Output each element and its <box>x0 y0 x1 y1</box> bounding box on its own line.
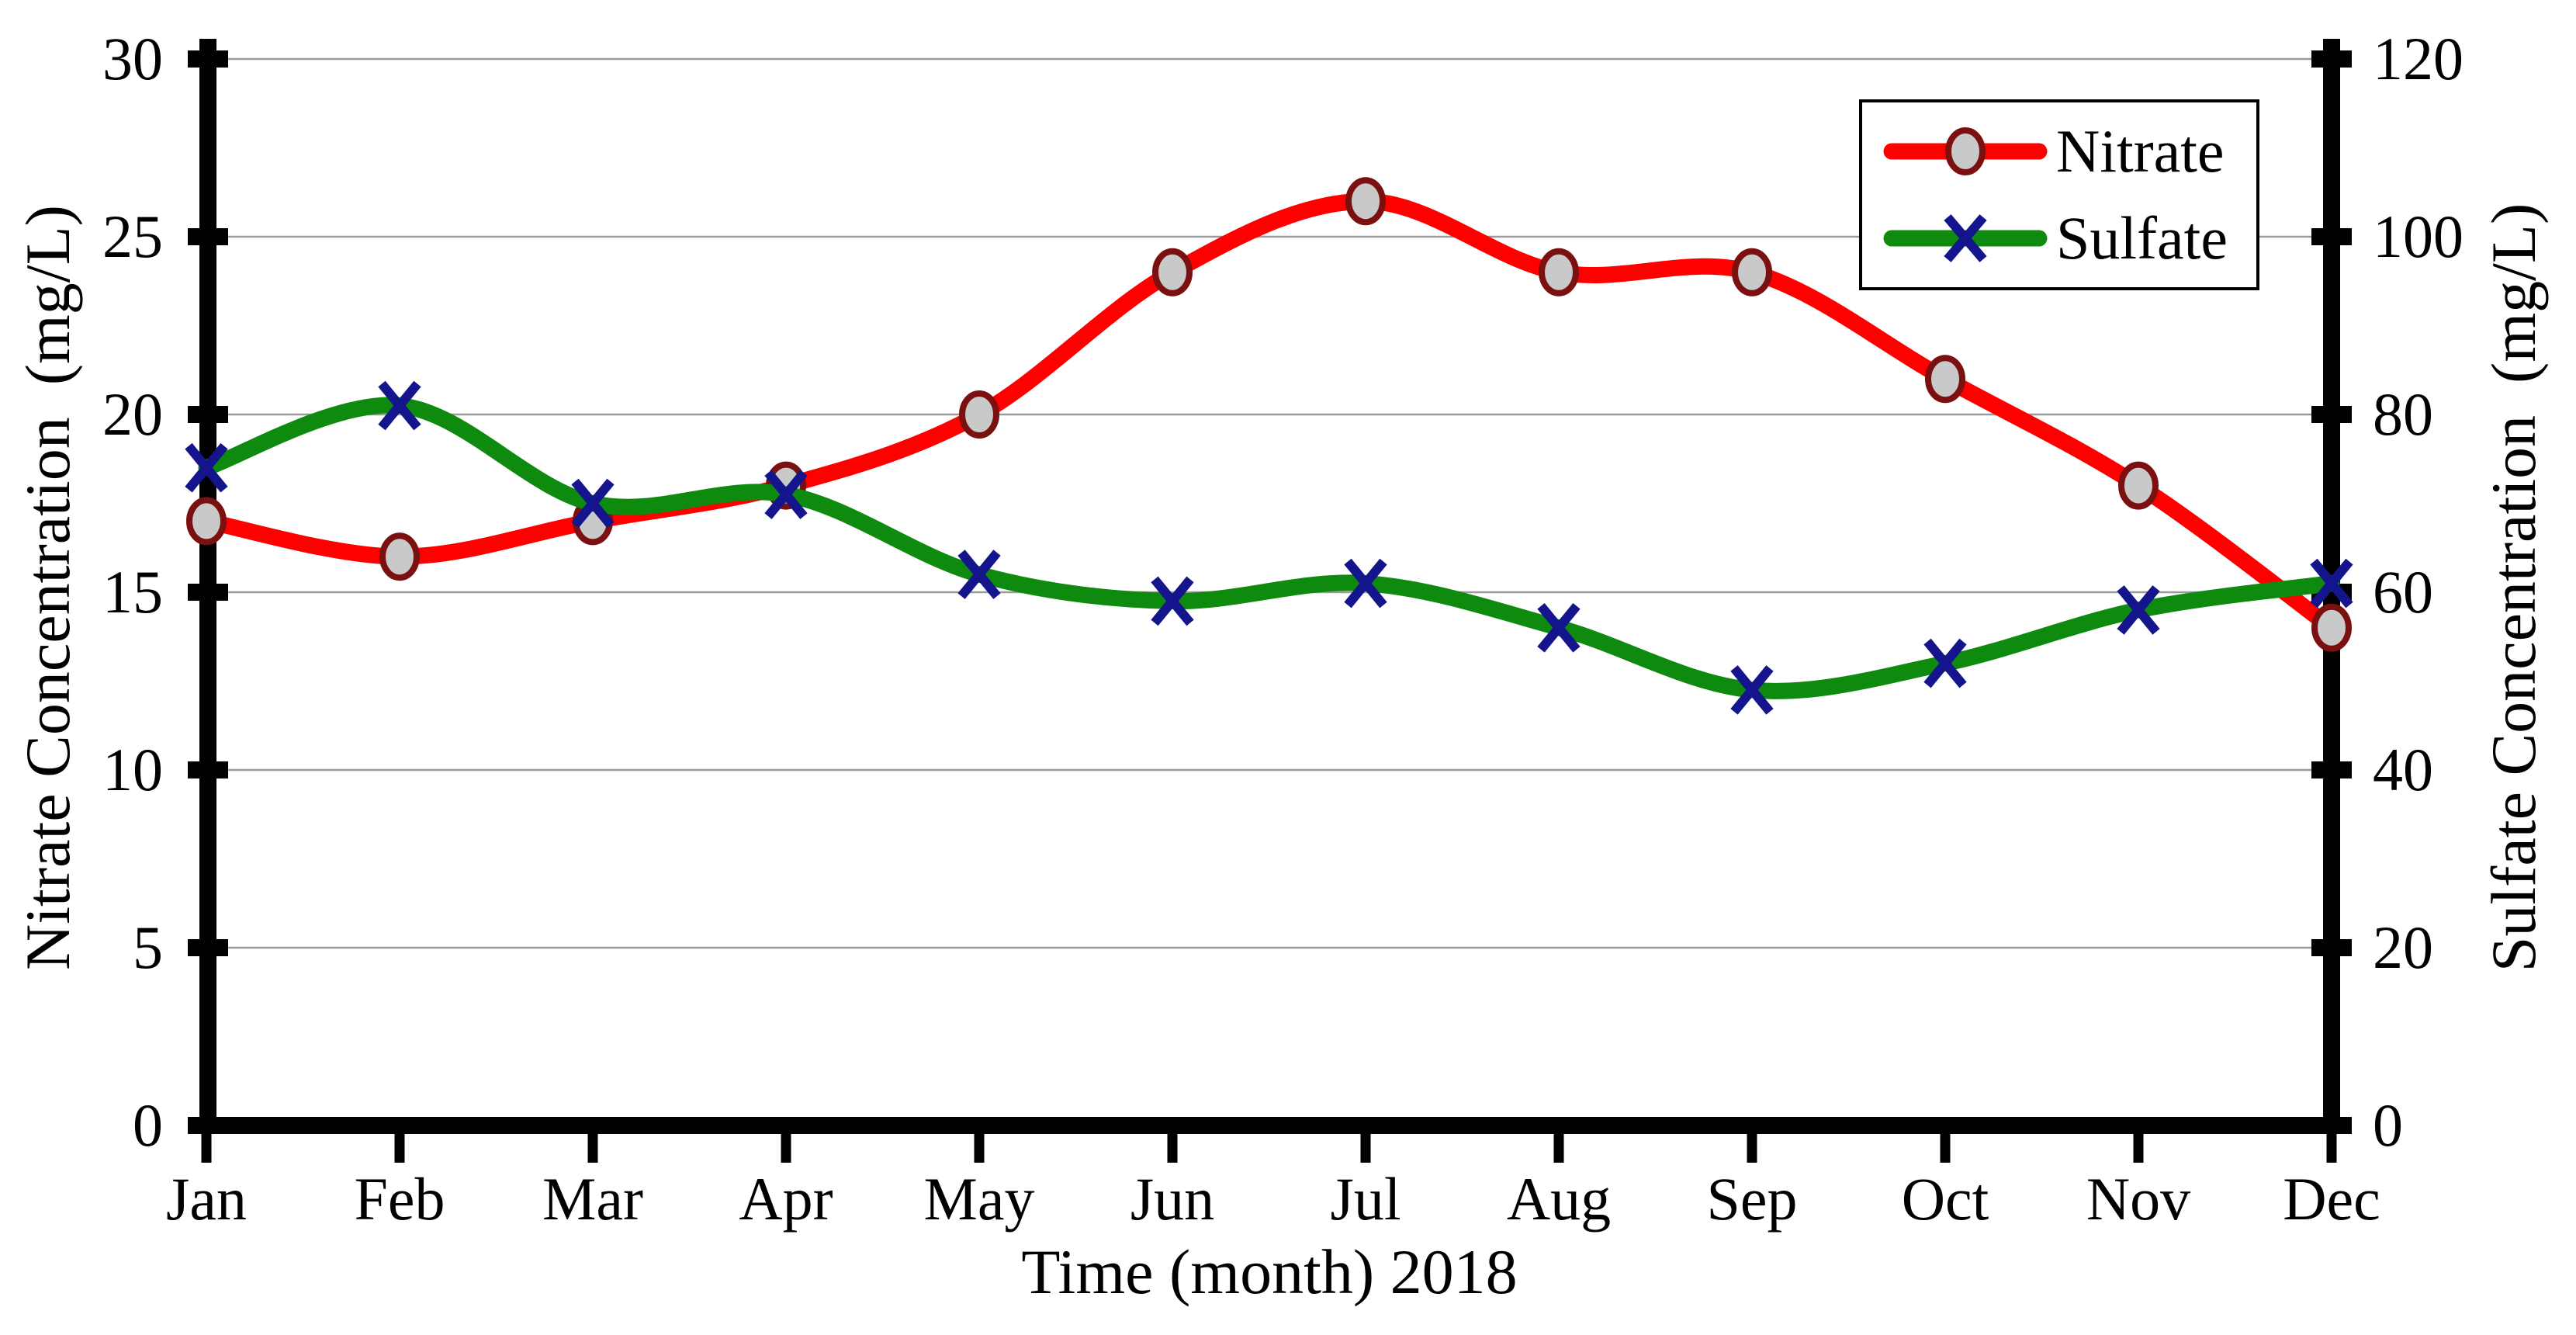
sulfate-marker <box>1537 602 1581 653</box>
x-axis-tick <box>974 1125 985 1163</box>
left-axis-tick-label: 30 <box>102 25 163 92</box>
right-axis-tick-label: 20 <box>2373 914 2433 981</box>
sulfate-marker <box>1344 558 1387 609</box>
left-axis-tick <box>188 761 228 778</box>
sulfate-marker <box>957 550 1001 599</box>
nitrate-marker <box>1925 355 1965 404</box>
right-axis-tick <box>2311 939 2352 956</box>
x-axis-title: Time (month) 2018 <box>1021 1236 1518 1307</box>
sulfate-line-sample-icon <box>1883 213 2048 262</box>
right-axis-tick-label: 40 <box>2373 736 2433 803</box>
left-axis-tick-label: 5 <box>133 914 163 981</box>
x-axis-tick <box>781 1125 791 1163</box>
left-axis-tick-label: 20 <box>102 380 163 448</box>
legend: Nitrate Sulfate <box>1859 99 2259 290</box>
x-axis-tick <box>394 1125 405 1163</box>
x-axis-tick-label: Jun <box>1130 1165 1215 1233</box>
x-axis-tick-label: Mar <box>542 1165 643 1233</box>
left-axis-tick <box>188 406 228 423</box>
nitrate-marker <box>1345 177 1386 226</box>
left-axis-tick-label: 0 <box>133 1091 163 1159</box>
left-axis-tick <box>188 228 228 245</box>
x-axis-tick <box>1940 1125 1951 1163</box>
x-axis-tick <box>1360 1125 1371 1163</box>
right-axis-tick-label: 120 <box>2373 25 2463 92</box>
x-axis-tick <box>2133 1125 2144 1163</box>
x-axis-tick <box>2326 1125 2337 1163</box>
right-axis-tick-label: 80 <box>2373 380 2433 448</box>
left-axis-tick <box>188 584 228 601</box>
x-axis-tick <box>201 1125 212 1163</box>
right-axis-tick-label: 60 <box>2373 558 2433 626</box>
right-axis-tick-label: 0 <box>2373 1091 2403 1159</box>
nitrate-marker <box>2118 461 2159 510</box>
sulfate-marker <box>1151 576 1194 626</box>
x-axis-tick-label: Oct <box>1901 1165 1989 1233</box>
x-axis-tick <box>1553 1125 1564 1163</box>
x-axis-tick <box>1167 1125 1178 1163</box>
sulfate-marker <box>764 470 808 519</box>
nitrate-marker <box>186 497 227 546</box>
x-axis-tick-label: Feb <box>354 1165 445 1233</box>
right-axis-tick <box>2311 761 2352 778</box>
x-axis-tick-label: Sep <box>1706 1165 1798 1233</box>
nitrate-marker <box>1732 248 1772 296</box>
right-axis-tick <box>2311 228 2352 245</box>
x-axis-tick-label: Jul <box>1330 1165 1401 1233</box>
sulfate-marker <box>571 478 615 529</box>
right-axis-title: Sulfate Concentration (mg/L) <box>2478 203 2549 973</box>
x-axis-tick-label: Jan <box>166 1165 247 1233</box>
left-axis-tick <box>188 939 228 956</box>
legend-item-nitrate: Nitrate <box>1862 114 2256 189</box>
left-axis-tick-label: 10 <box>102 736 163 803</box>
legend-item-sulfate: Sulfate <box>1862 201 2256 276</box>
left-axis-tick <box>188 50 228 68</box>
sulfate-marker <box>1730 665 1774 715</box>
nitrate-marker <box>379 532 420 581</box>
legend-label-nitrate: Nitrate <box>2056 117 2225 186</box>
nitrate-marker <box>2311 603 2352 652</box>
nitrate-marker <box>1539 248 1579 296</box>
sulfate-marker <box>1923 638 1967 688</box>
sulfate-marker <box>185 442 228 493</box>
nitrate-marker <box>959 390 999 439</box>
sulfate-marker <box>2117 585 2160 635</box>
right-axis-tick <box>2311 406 2352 423</box>
nitrate-line-sample-icon <box>1883 127 2048 176</box>
x-axis-tick <box>1747 1125 1757 1163</box>
left-axis-title: Nitrate Concentration (mg/L) <box>12 205 83 970</box>
right-axis-tick-label: 100 <box>2373 203 2463 270</box>
x-axis-tick-label: May <box>923 1165 1035 1233</box>
x-axis-tick-label: Dec <box>2283 1165 2380 1233</box>
legend-label-sulfate: Sulfate <box>2056 203 2228 272</box>
x-axis-tick-label: Aug <box>1506 1165 1612 1233</box>
left-axis-tick-label: 25 <box>102 203 163 270</box>
sulfate-marker <box>2310 558 2353 609</box>
sulfate-line <box>198 397 2340 699</box>
x-axis-tick-label: Apr <box>739 1165 833 1233</box>
right-axis-tick <box>2311 50 2352 68</box>
x-axis-tick-label: Nov <box>2086 1165 2191 1233</box>
x-axis <box>196 1117 2344 1134</box>
left-axis-tick-label: 15 <box>102 558 163 626</box>
sulfate-marker <box>378 380 421 431</box>
nitrate-marker <box>1152 248 1193 296</box>
x-axis-tick <box>587 1125 598 1163</box>
